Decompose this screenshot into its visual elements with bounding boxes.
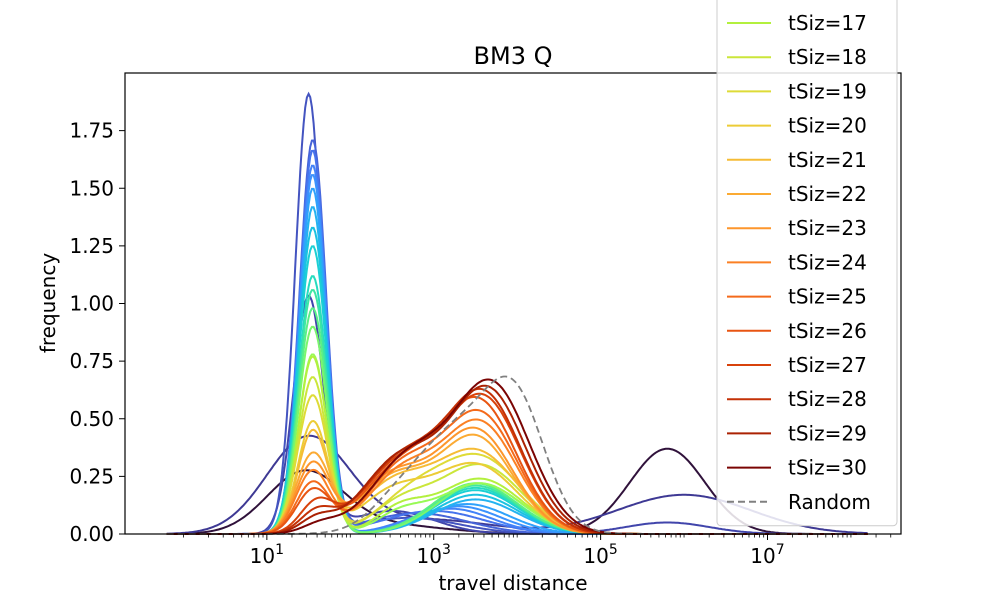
y-tick-label: 1.75 — [69, 119, 114, 143]
y-axis: 0.00 0.25 0.50 0.75 1.00 1.25 1.50 1.75 — [69, 119, 125, 546]
x-tick-label: 105 — [583, 542, 617, 568]
y-tick-label: 0.50 — [69, 407, 114, 431]
y-axis-label: frequency — [36, 253, 60, 353]
legend: tSiz=17 tSiz=18 tSiz=19 tSiz=20 tSiz=21 tSiz=… — [716, 0, 898, 527]
legend-label: tSiz=26 — [788, 319, 867, 343]
legend-label: tSiz=17 — [788, 11, 867, 35]
x-axis: 101 103 105 107 — [183, 534, 892, 568]
legend-label: tSiz=23 — [788, 216, 867, 240]
legend-label: tSiz=20 — [788, 114, 867, 138]
y-tick-label: 1.25 — [69, 234, 114, 258]
legend-label: tSiz=25 — [788, 285, 867, 309]
legend-label: tSiz=21 — [788, 148, 867, 172]
legend-label: Random — [788, 490, 871, 514]
x-tick-label: 103 — [417, 542, 451, 568]
y-tick-label: 0.75 — [69, 349, 114, 373]
legend-label: tSiz=24 — [788, 250, 867, 274]
legend-label: tSiz=22 — [788, 182, 867, 206]
legend-label: tSiz=27 — [788, 353, 867, 377]
legend-label: tSiz=30 — [788, 456, 867, 480]
y-tick-label: 0.25 — [69, 464, 114, 488]
y-tick-label: 0.00 — [69, 522, 114, 546]
legend-box — [716, 0, 898, 527]
legend-label: tSiz=29 — [788, 421, 867, 445]
y-tick-label: 1.50 — [69, 176, 114, 200]
chart-title: BM3 Q — [474, 42, 553, 70]
legend-label: tSiz=19 — [788, 79, 867, 103]
legend-label: tSiz=28 — [788, 387, 867, 411]
x-tick-label: 101 — [250, 542, 284, 568]
x-tick-label: 107 — [750, 542, 784, 568]
legend-label: tSiz=18 — [788, 45, 867, 69]
x-axis-label: travel distance — [438, 571, 587, 595]
y-tick-label: 1.00 — [69, 292, 114, 316]
